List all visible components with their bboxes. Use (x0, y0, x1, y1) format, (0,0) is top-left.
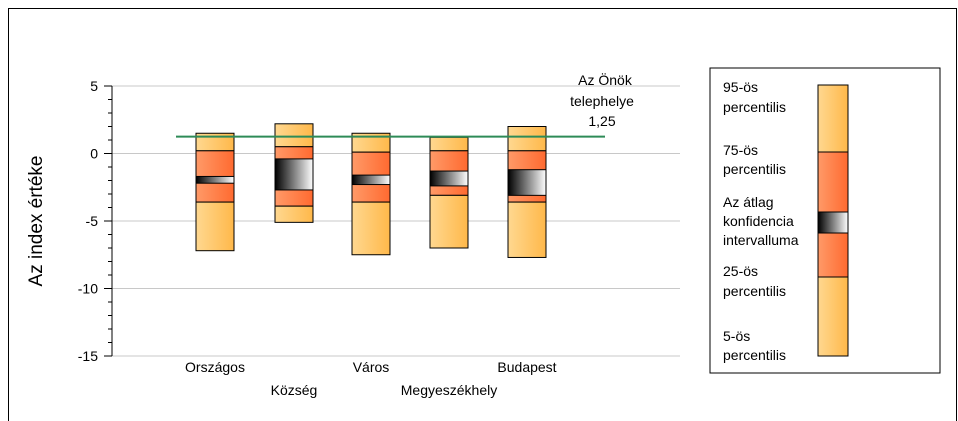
box-confidence-interval (274, 158, 314, 191)
reference-line-label: telephelye (570, 93, 634, 109)
box-upper-outer (429, 136, 469, 152)
y-tick-label: -5 (86, 213, 99, 229)
legend-swatch (817, 211, 849, 234)
reference-line-label: 1,25 (588, 113, 615, 129)
legend-label: 75-ös (723, 142, 758, 158)
y-axis-label: Az index értéke (26, 156, 47, 287)
reference-line-label: Az Önök (578, 71, 633, 88)
legend-swatch (817, 276, 849, 357)
legend-label: 25-ös (723, 263, 758, 279)
y-tick-label: 5 (90, 78, 98, 94)
x-category-label: Országos (185, 359, 245, 375)
legend-swatch (817, 232, 849, 278)
x-category-label: Megyeszékhely (401, 382, 498, 398)
legend-label: 95-ös (723, 79, 758, 95)
y-tick-label: -15 (78, 348, 98, 364)
box-upper-outer (274, 123, 314, 148)
box-lower-outer (195, 201, 235, 252)
box-lower-outer (507, 201, 547, 258)
legend-label: percentilis (723, 161, 786, 177)
legend-label: Az átlag (723, 194, 774, 210)
box-confidence-interval (507, 169, 547, 196)
box-confidence-interval (195, 175, 235, 184)
chart-frame (8, 8, 957, 421)
legend-swatch (817, 84, 849, 153)
legend-label: percentilis (723, 99, 786, 115)
box-lower-outer (429, 194, 469, 249)
box-confidence-interval (429, 170, 469, 187)
box-upper-outer (507, 126, 547, 152)
box-confidence-interval (351, 174, 391, 186)
legend-label: intervalluma (723, 232, 799, 248)
legend-swatch (817, 151, 849, 213)
box-lower-outer (274, 205, 314, 223)
x-category-label: Város (353, 359, 390, 375)
legend-label: percentilis (723, 347, 786, 363)
x-category-label: Község (271, 382, 318, 398)
legend-label: percentilis (723, 283, 786, 299)
box-lower-outer (351, 201, 391, 256)
legend-label: konfidencia (723, 213, 794, 229)
y-tick-label: -10 (78, 281, 98, 297)
x-category-label: Budapest (497, 359, 556, 375)
legend-label: 5-ös (723, 328, 750, 344)
y-tick-label: 0 (90, 146, 98, 162)
